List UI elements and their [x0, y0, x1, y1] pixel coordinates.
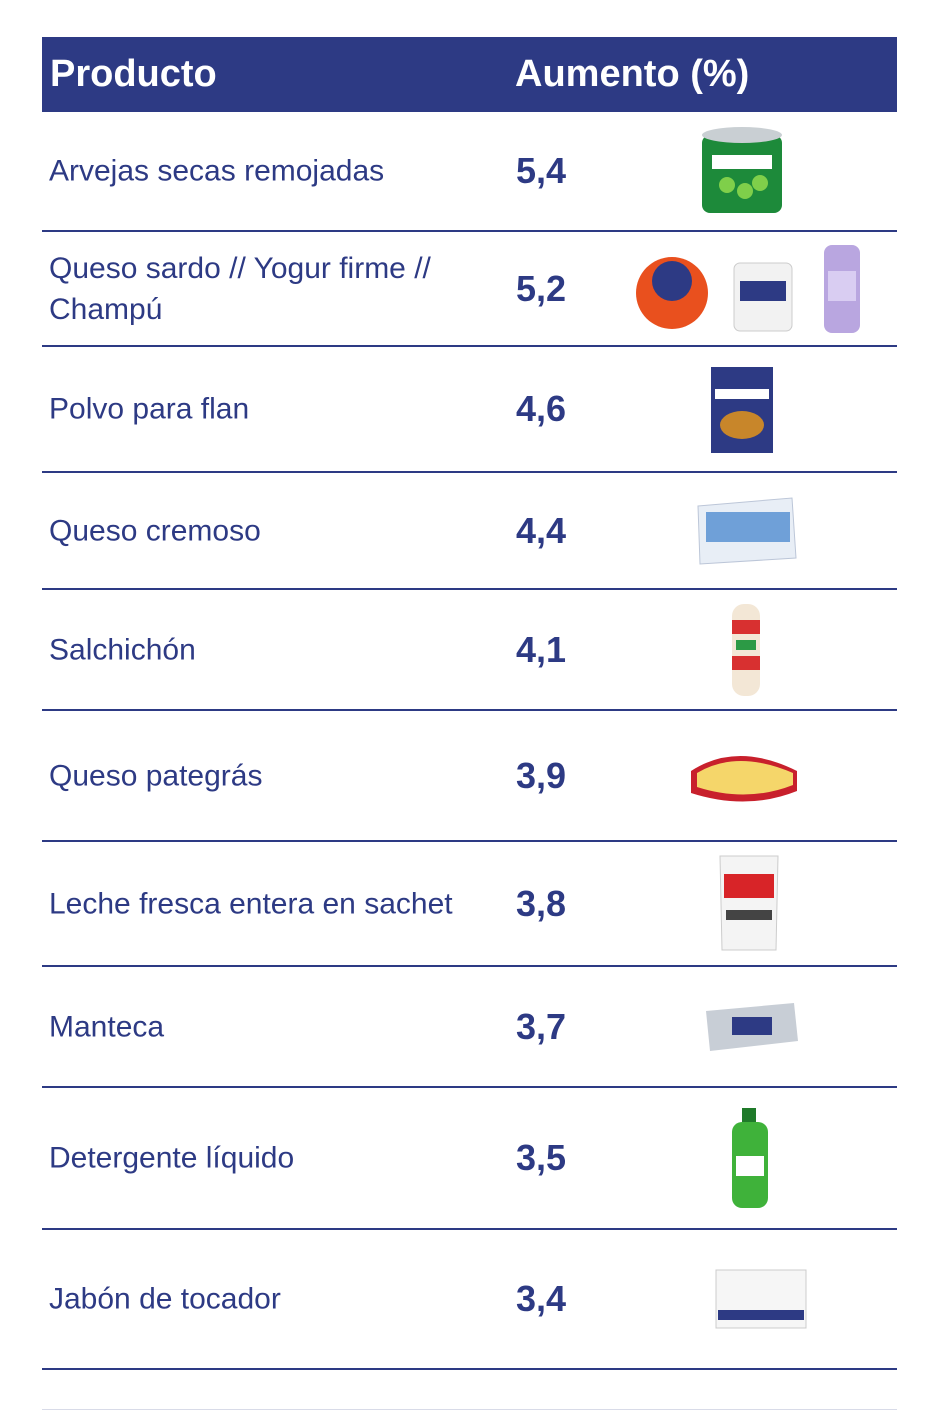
product-image	[711, 367, 773, 453]
increase-value: 4,1	[516, 628, 567, 670]
increase-value: 3,8	[516, 882, 567, 924]
product-image	[636, 244, 860, 333]
increase-value: 3,4	[516, 1278, 567, 1319]
product-name: Queso sardo // Yogur firme // Champú	[49, 251, 431, 326]
increase-value: 3,5	[516, 1137, 567, 1178]
table-row: Queso pategrás 3,9	[42, 711, 897, 842]
product-name: Queso pategrás	[49, 759, 263, 792]
product-image	[719, 855, 779, 950]
increase-value: 3,7	[516, 1005, 567, 1047]
header-cell: Producto	[50, 53, 217, 95]
product-name: Manteca	[49, 1010, 165, 1043]
table-row: Arvejas secas remojadas 5,4	[42, 112, 897, 232]
table-row: Polvo para flan 4,6	[42, 347, 897, 473]
product-image	[691, 755, 797, 802]
table-row: Jabón de tocador 3,4	[42, 1230, 897, 1370]
table-row: Leche fresca entera en sachet 3,8	[42, 842, 897, 967]
increase-value: 3,9	[516, 754, 567, 796]
product-name: Leche fresca entera en sachet	[49, 887, 453, 920]
product-image	[732, 1108, 768, 1208]
product-name: Detergente líquido	[49, 1141, 295, 1175]
product-image	[706, 1002, 798, 1051]
product-image	[697, 496, 797, 565]
table-row: Queso sardo // Yogur firme // Champú 5,2	[42, 232, 897, 347]
increase-value: 5,2	[516, 267, 567, 309]
product-name: Arvejas secas remojadas	[49, 154, 385, 188]
table-row: Salchichón 4,1	[42, 590, 897, 711]
product-image	[702, 127, 782, 213]
product-name: Salchichón	[49, 633, 196, 666]
table-row: Queso cremoso 4,4	[42, 473, 897, 590]
increase-value: 4,4	[516, 509, 567, 551]
table-end-line	[42, 1409, 897, 1410]
increase-value: 4,6	[516, 388, 567, 429]
header-cell: Aumento (%)	[515, 53, 750, 95]
table-header: Producto Aumento (%)	[42, 37, 897, 112]
product-image	[732, 603, 760, 696]
product-name: Queso cremoso	[49, 514, 261, 547]
increase-value: 5,4	[516, 150, 567, 191]
product-name: Polvo para flan	[49, 392, 250, 426]
product-image	[715, 1269, 807, 1329]
table-row: Manteca 3,7	[42, 967, 897, 1088]
product-name: Jabón de tocador	[49, 1282, 281, 1316]
table-row: Detergente líquido 3,5	[42, 1088, 897, 1230]
